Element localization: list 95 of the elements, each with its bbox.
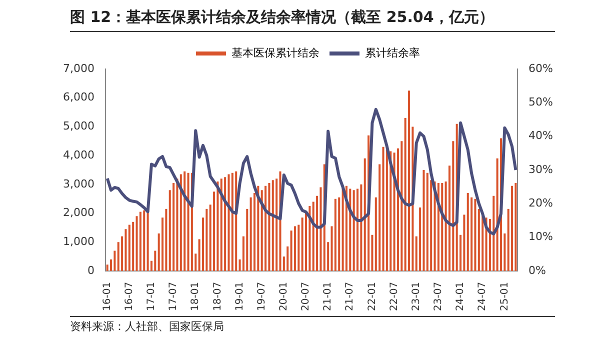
x-tick-label: 23-07: [433, 282, 444, 312]
bar: [356, 188, 359, 271]
x-tick-label: 16-01: [102, 282, 113, 312]
y-tick-label: 5,000: [62, 120, 94, 133]
x-tick-label: 22-01: [366, 282, 378, 312]
bar: [268, 182, 270, 271]
bar: [426, 172, 428, 271]
x-tick-label: 18-07: [212, 282, 224, 312]
y2-tick-label: 0%: [528, 264, 546, 277]
bar: [128, 224, 130, 271]
bar: [393, 152, 396, 271]
y2-tick-label: 30%: [528, 162, 554, 176]
bar: [187, 172, 190, 271]
bar: [463, 214, 466, 271]
bar: [352, 190, 355, 271]
y-tick-label: 3,000: [62, 177, 94, 190]
bar: [308, 206, 311, 271]
bar: [408, 90, 410, 271]
y-tick-label: 4,000: [62, 148, 94, 162]
bar: [136, 216, 138, 271]
bar: [231, 172, 234, 271]
x-tick-label: 19-01: [234, 282, 246, 312]
bar: [139, 212, 142, 271]
bar: [382, 146, 384, 271]
x-tick-label: 17-07: [168, 282, 180, 312]
x-tick-label: 24-07: [477, 282, 488, 312]
x-tick-label: 21-01: [322, 282, 334, 312]
y-tick-label: 7,000: [62, 62, 94, 75]
y-tick-label: 1,000: [62, 234, 94, 248]
bar: [176, 178, 178, 271]
bar: [338, 197, 340, 271]
text: 资料来源：人社部、国家医保局: [70, 316, 555, 334]
x-tick-label: 25-01: [499, 282, 510, 312]
bar: [216, 182, 219, 271]
x-tick-label: 16-07: [124, 282, 135, 312]
bar: [257, 186, 260, 271]
bar: [294, 226, 296, 271]
legend-label: 累计结余率: [365, 46, 420, 60]
y2-tick-label: 20%: [528, 196, 554, 210]
bar: [492, 196, 495, 271]
bar: [378, 164, 381, 271]
bar: [400, 141, 403, 271]
bar: [180, 174, 182, 271]
bar: [206, 208, 208, 271]
y2-tick-label: 60%: [528, 62, 554, 75]
bar: [360, 184, 362, 271]
bar: [301, 218, 304, 271]
x-tick-label: 19-07: [256, 282, 268, 312]
y2-tick-label: 10%: [528, 230, 554, 244]
bar: [514, 182, 517, 271]
x-tick-label: 17-01: [146, 282, 158, 312]
bar: [441, 182, 444, 271]
bar: [286, 246, 289, 271]
y2-tick-label: 40%: [528, 129, 554, 142]
bar: [452, 141, 454, 271]
bar: [466, 193, 469, 271]
bar: [246, 208, 248, 271]
bar: [474, 198, 476, 271]
bar: [260, 190, 263, 271]
bar: [386, 150, 388, 271]
bar: [511, 186, 514, 271]
x-tick-label: 24-01: [455, 282, 466, 312]
bar: [224, 177, 226, 271]
bar: [470, 197, 473, 271]
bar: [114, 250, 116, 271]
bar: [228, 174, 230, 271]
bar: [264, 186, 267, 271]
bar: [334, 198, 336, 271]
legend-label: 基本医保累计结余: [232, 46, 320, 60]
y-tick-label: 0: [87, 264, 94, 277]
bar: [320, 187, 322, 271]
x-tick-label: 23-01: [410, 282, 422, 312]
x-tick-label: 22-07: [388, 282, 400, 312]
bar: [298, 224, 300, 271]
bar: [250, 197, 252, 271]
y2-tick-label: 50%: [528, 96, 554, 109]
bar: [422, 170, 425, 271]
bar: [146, 212, 149, 271]
x-tick-label: 20-01: [278, 282, 290, 312]
bar: [132, 222, 134, 271]
bar: [124, 229, 127, 271]
bar: [220, 178, 222, 271]
bar: [172, 182, 175, 271]
bar: [184, 171, 186, 271]
chart-title: 图 12：基本医保累计结余及结余率情况（截至 25.04，亿元）: [70, 8, 555, 32]
y-tick-label: 6,000: [62, 90, 94, 104]
bar: [165, 208, 168, 271]
x-tick-label: 20-07: [300, 282, 312, 312]
x-tick-label: 18-01: [190, 282, 202, 312]
y-tick-label: 2,000: [62, 206, 94, 220]
bar: [272, 180, 274, 271]
x-tick-label: 21-07: [344, 282, 356, 312]
bar: [349, 188, 352, 271]
bar: [143, 210, 146, 271]
bar: [154, 250, 156, 271]
